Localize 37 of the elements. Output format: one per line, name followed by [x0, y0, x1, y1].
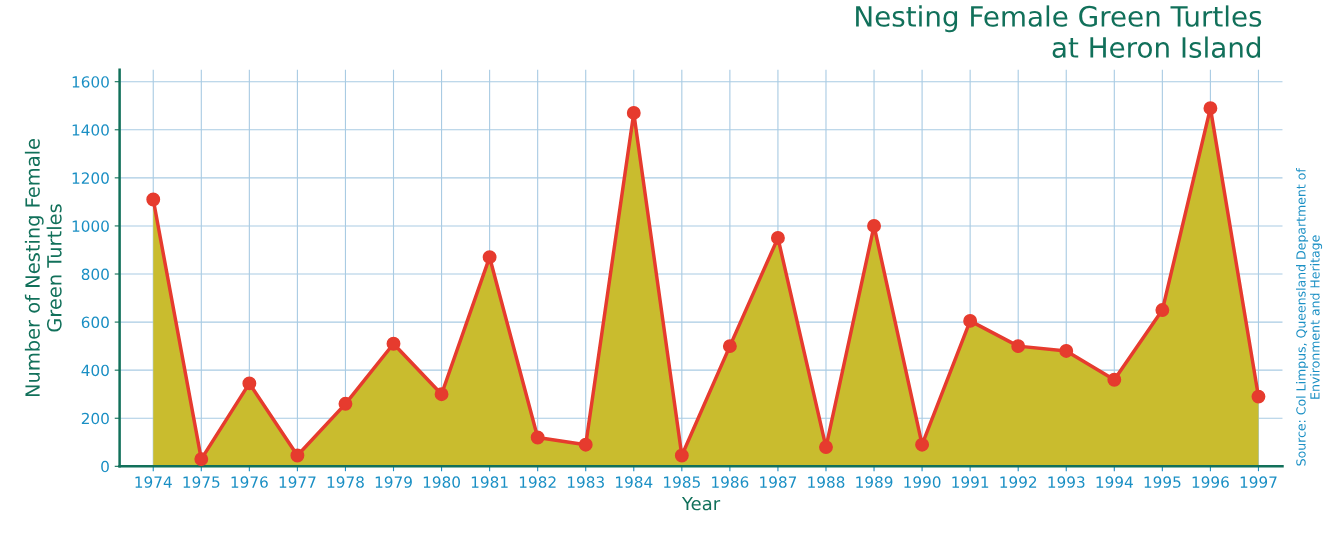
x-axis-title: Year	[681, 496, 721, 511]
x-tick-label: 1996	[1192, 476, 1229, 488]
x-tick-label: 1979	[375, 476, 412, 488]
y-tick-label: 0	[101, 460, 109, 473]
x-tick-label: 1995	[1144, 476, 1181, 488]
x-tick-label: 1989	[856, 476, 893, 488]
y-axis-title: Number of Nesting Female Green Turtles	[24, 139, 62, 397]
x-tick-label: 1987	[760, 476, 797, 488]
x-tick-label: 1994	[1096, 476, 1133, 488]
y-tick-label: 800	[81, 268, 109, 281]
x-tick-label: 1985	[664, 476, 700, 488]
x-tick-label: 1978	[327, 476, 364, 488]
y-tick-label: 600	[81, 316, 109, 329]
x-tick-label: 1975	[183, 476, 220, 488]
x-tick-label: 1986	[712, 476, 749, 488]
x-tick-label: 1997	[1240, 476, 1277, 488]
y-tick-label: 1400	[72, 124, 109, 136]
x-tick-label: 1990	[904, 476, 941, 488]
x-tick-label: 1981	[471, 476, 508, 488]
x-tick-label: 1984	[616, 476, 653, 488]
chart-title: Nesting Female Green Turtles at Heron Island	[856, 5, 1262, 58]
y-tick-label: 1600	[72, 76, 109, 88]
y-tick-label: 1200	[72, 172, 109, 184]
x-tick-label: 1988	[808, 476, 845, 488]
x-tick-label: 1982	[519, 476, 556, 488]
x-tick-label: 1983	[567, 476, 604, 488]
x-tick-label: 1991	[952, 476, 989, 488]
source-note: Source: Col Limpus, Queensland Department of Environment and Heritage	[1296, 168, 1323, 466]
x-tick-label: 1974	[135, 476, 172, 488]
x-tick-label: 1977	[279, 476, 316, 488]
y-tick-label: 400	[81, 364, 109, 377]
y-tick-label: 200	[81, 412, 109, 425]
x-tick-label: 1980	[423, 476, 460, 488]
x-tick-label: 1992	[1000, 476, 1037, 488]
x-tick-label: 1976	[231, 476, 268, 488]
x-tick-label: 1993	[1048, 476, 1085, 488]
y-tick-label: 1000	[72, 220, 109, 232]
